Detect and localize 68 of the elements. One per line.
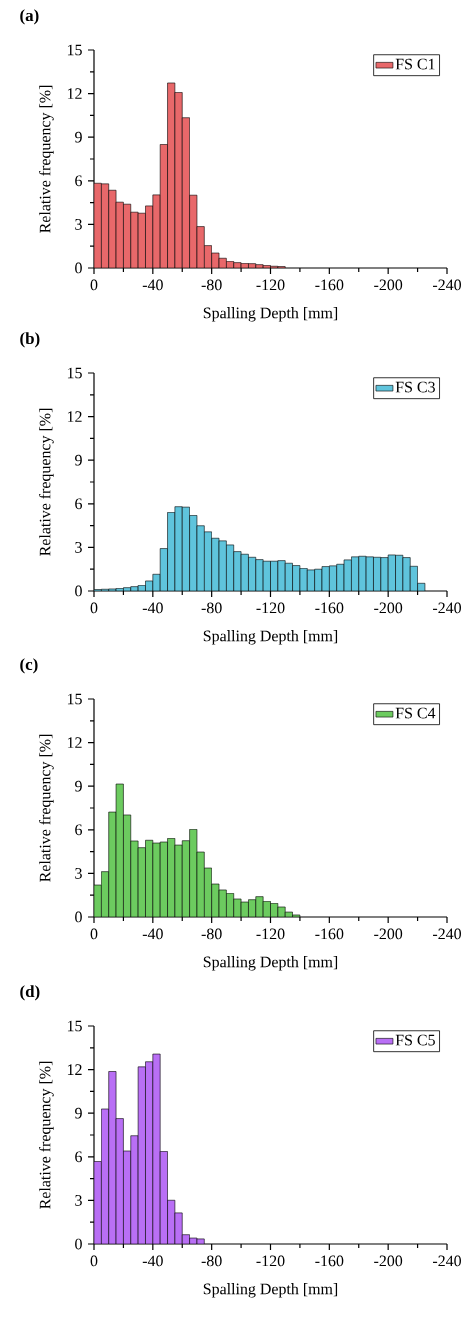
x-tick-label: -240 <box>432 928 461 940</box>
x-tick-label: -200 <box>374 1255 403 1267</box>
x-tick-label: -80 <box>201 1255 222 1267</box>
x-tick-label: 0 <box>90 1255 98 1267</box>
x-tick-label: -80 <box>201 602 222 614</box>
x-axis-title: Spalling Depth [mm] <box>203 307 338 322</box>
y-tick-label: 3 <box>75 868 82 879</box>
y-axis-title: Relative frequency [%] <box>39 734 54 882</box>
chart-title: (c) <box>20 658 38 674</box>
y-tick-label: 3 <box>75 219 82 230</box>
x-tick-label: -120 <box>256 279 285 291</box>
y-tick-label: 15 <box>67 367 82 379</box>
x-tick-label: -240 <box>432 279 461 291</box>
x-axis-title: Spalling Depth [mm] <box>203 1283 338 1298</box>
x-tick-label: -200 <box>374 602 403 614</box>
y-tick-label: 15 <box>67 693 82 705</box>
x-tick-label: -120 <box>256 928 285 940</box>
x-axis-title: Spalling Depth [mm] <box>203 630 338 645</box>
x-tick-label: -40 <box>142 1255 163 1267</box>
x-tick-label: 0 <box>90 602 98 614</box>
chart-title: (a) <box>20 9 39 25</box>
x-tick-label: -160 <box>315 279 344 291</box>
y-tick-label: 3 <box>75 542 82 553</box>
legend-label: FS C4 <box>395 707 436 719</box>
y-tick-label: 12 <box>67 737 82 748</box>
x-tick-label: -160 <box>315 1255 344 1267</box>
y-tick-label: 9 <box>75 1107 82 1119</box>
y-tick-label: 6 <box>75 824 83 836</box>
x-tick-label: -160 <box>315 602 344 614</box>
x-tick-label: -40 <box>142 279 163 291</box>
y-axis-title: Relative frequency [%] <box>39 85 54 233</box>
chart-title: (d) <box>20 985 40 1001</box>
y-tick-label: 9 <box>75 131 82 143</box>
y-tick-label: 12 <box>67 1064 82 1075</box>
x-tick-label: -80 <box>201 928 222 940</box>
x-tick-label: 0 <box>90 279 98 291</box>
y-tick-label: 3 <box>75 1195 82 1206</box>
y-tick-label: 6 <box>75 498 83 510</box>
y-tick-label: 0 <box>75 1238 82 1250</box>
y-axis-title: Relative frequency [%] <box>39 408 54 556</box>
x-tick-label: -40 <box>142 928 163 940</box>
y-tick-label: 12 <box>67 88 82 99</box>
y-tick-label: 0 <box>75 262 82 274</box>
x-tick-label: -240 <box>432 602 461 614</box>
y-tick-label: 12 <box>67 411 82 422</box>
y-tick-label: 0 <box>75 585 82 597</box>
x-tick-label: -120 <box>256 602 285 614</box>
legend-label: FS C5 <box>395 1034 435 1046</box>
x-tick-label: -40 <box>142 602 163 614</box>
x-tick-label: -200 <box>374 928 403 940</box>
x-tick-label: -80 <box>201 279 222 291</box>
y-tick-label: 15 <box>67 1020 82 1032</box>
x-tick-label: -200 <box>374 279 403 291</box>
chart-title: (b) <box>20 332 40 348</box>
legend-label: FS C1 <box>395 58 435 70</box>
y-tick-label: 9 <box>75 454 82 466</box>
x-tick-label: -240 <box>432 1255 461 1267</box>
y-tick-label: 6 <box>75 1151 83 1163</box>
y-tick-label: 6 <box>75 175 83 187</box>
x-tick-label: -160 <box>315 928 344 940</box>
x-tick-label: -120 <box>256 1255 285 1267</box>
x-axis-title: Spalling Depth [mm] <box>203 956 338 971</box>
legend-label: FS C3 <box>395 381 435 393</box>
y-tick-label: 0 <box>75 911 82 923</box>
x-tick-label: 0 <box>90 928 98 940</box>
y-tick-label: 9 <box>75 780 82 792</box>
y-axis-title: Relative frequency [%] <box>39 1061 54 1209</box>
y-tick-label: 15 <box>67 44 82 56</box>
